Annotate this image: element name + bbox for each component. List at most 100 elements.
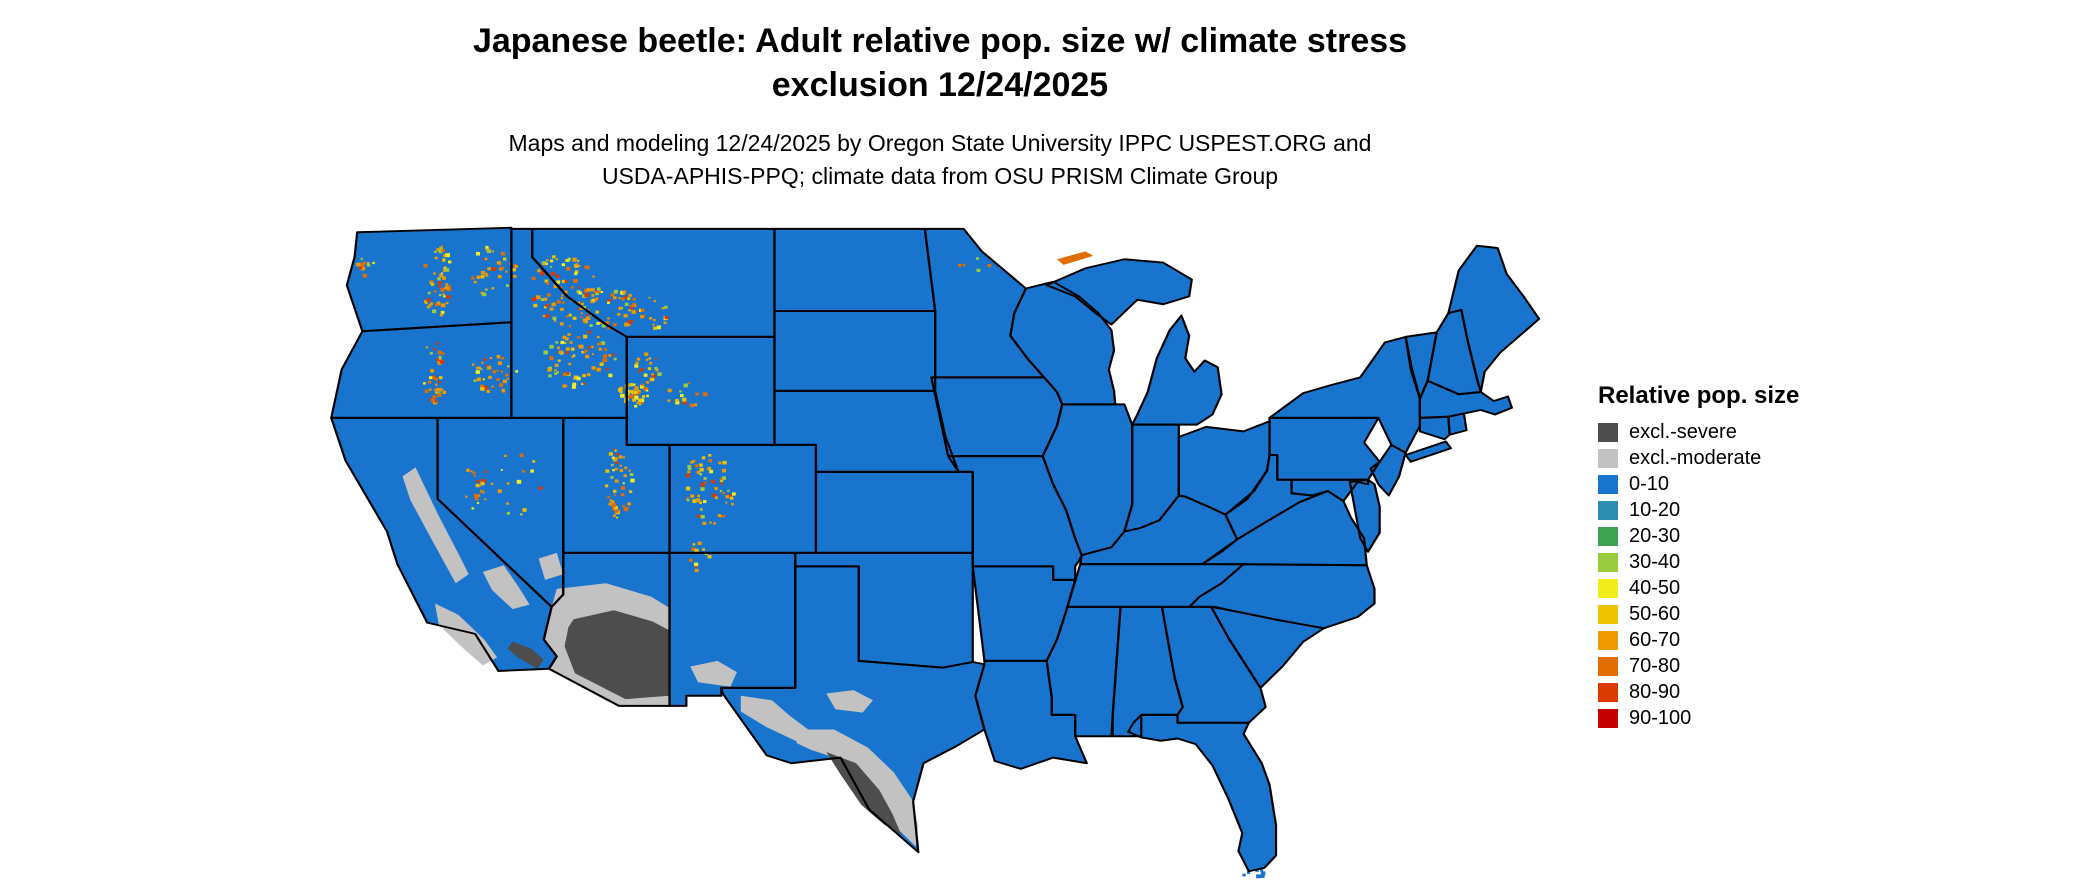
speckle-idaho-central — [585, 354, 590, 359]
state-illinois — [1042, 404, 1133, 556]
speckle-idaho-panhandle — [561, 279, 566, 283]
speckle-wa-cascades — [436, 248, 440, 252]
speckle-colorado-rockies — [700, 482, 705, 487]
speckle-blue-mountains — [483, 358, 487, 361]
speckle-sierra-nevada — [475, 483, 480, 488]
speckle-olympics — [372, 261, 375, 265]
speckle-yellowstone — [631, 389, 635, 393]
speckle-wa-cascades — [426, 298, 431, 302]
speckle-montana-west — [591, 300, 594, 304]
state-kentucky — [1080, 495, 1238, 565]
speckle-idaho-panhandle — [550, 265, 553, 268]
speckle-montana-west — [623, 313, 628, 318]
region-se-california-severe — [507, 641, 544, 669]
speckle-wasatch — [604, 484, 609, 488]
speckle-colorado-rockies — [729, 496, 734, 500]
speckle-wa-northeast — [491, 267, 496, 271]
speckle-wa-cascades — [439, 273, 444, 278]
speckle-colorado-rockies — [708, 459, 713, 463]
speckle-or-cascades — [439, 358, 442, 361]
speckle-wa-northeast — [497, 275, 502, 279]
speckle-wa-cascades — [438, 293, 442, 297]
speckle-idaho-central — [548, 374, 552, 378]
legend-label: 40-50 — [1629, 577, 1681, 599]
speckle-wyoming-ranges — [675, 400, 680, 405]
speckle-montana-west — [613, 323, 617, 327]
speckle-wa-cascades — [431, 309, 437, 314]
speckle-montana-west — [629, 305, 633, 308]
speckle-colorado-rockies — [696, 514, 701, 518]
speckle-wa-cascades — [426, 305, 430, 309]
speckle-idaho-central — [578, 344, 584, 349]
speckle-blue-mountains — [502, 379, 507, 384]
legend-label: 70-80 — [1629, 655, 1681, 677]
speckle-olympics — [362, 273, 368, 278]
speckle-nevada-ranges — [522, 508, 527, 512]
speckle-wyoming-ranges — [667, 399, 671, 402]
state-border-delmarva-peninsula — [1348, 478, 1381, 553]
speckle-colorado-rockies — [722, 492, 726, 495]
speckle-colorado-rockies — [697, 494, 701, 498]
speckle-nevada-ranges — [506, 511, 510, 515]
speckle-montana-central — [640, 308, 645, 312]
speckle-blue-mountains — [489, 357, 492, 360]
speckle-or-cascades — [435, 391, 438, 394]
speckle-montana-west — [601, 324, 606, 328]
map-subtitle: Maps and modeling 12/24/2025 by Oregon S… — [0, 127, 1880, 194]
speckle-yellowstone — [646, 394, 649, 398]
speckle-or-cascades — [432, 395, 437, 399]
state-west-virginia — [1225, 455, 1328, 540]
speckle-wa-northeast — [491, 287, 495, 290]
speckle-idaho-central — [562, 372, 567, 377]
speckle-colorado-rockies — [709, 521, 712, 524]
speckle-idaho-central — [565, 371, 570, 375]
speckle-colorado-rockies — [699, 463, 703, 467]
legend-swatch — [1598, 578, 1618, 598]
speckle-or-cascades — [436, 358, 440, 362]
speckle-blue-mountains — [501, 388, 506, 392]
speckle-montana-central — [661, 306, 665, 310]
state-wisconsin — [1010, 281, 1116, 405]
speckle-montana-west — [577, 301, 581, 305]
speckle-montana-west — [628, 309, 631, 312]
speckle-wyoming-west — [644, 352, 649, 356]
speckle-idaho-central — [567, 333, 571, 336]
speckle-colorado-rockies — [714, 496, 718, 500]
speckle-wyoming-west — [654, 357, 657, 360]
speckle-montana-west — [634, 310, 637, 313]
speckle-idaho-panhandle — [566, 266, 571, 271]
state-border-north-carolina — [1188, 563, 1376, 630]
speckle-or-cascades — [431, 376, 435, 380]
speckle-or-cascades — [430, 369, 435, 373]
map-subtitle-line1: Maps and modeling 12/24/2025 by Oregon S… — [508, 130, 1372, 157]
speckle-or-cascades — [428, 388, 432, 391]
speckle-idaho-central — [588, 346, 591, 349]
speckle-montana-west — [631, 303, 637, 307]
speckle-idaho-panhandle — [577, 264, 581, 268]
speckle-or-cascades — [436, 342, 439, 345]
speckle-montana-west — [628, 319, 633, 324]
speckle-idaho-central — [557, 359, 561, 362]
speckle-wa-cascades — [435, 302, 440, 307]
state-delmarva-peninsula — [1349, 479, 1380, 552]
speckle-colorado-rockies — [717, 514, 722, 517]
speckle-montana-west — [595, 297, 599, 300]
speckle-idaho-central — [586, 373, 591, 377]
speckle-yellowstone — [640, 384, 645, 389]
legend-item-40-50: 40-50 — [1598, 578, 1799, 598]
speckle-wa-cascades — [425, 301, 428, 305]
legend-items: excl.-severe excl.-moderate 0-10 10-20 20-30… — [1598, 422, 1799, 728]
speckle-idaho-panhandle — [531, 297, 537, 302]
legend-label: excl.-moderate — [1629, 447, 1762, 469]
speckle-idaho-panhandle — [586, 314, 589, 317]
speckle-wa-northeast — [484, 257, 488, 261]
speckle-blue-mountains — [506, 377, 509, 380]
speckle-colorado-rockies — [689, 461, 693, 464]
speckle-new-mexico-north — [694, 565, 698, 568]
speckle-wasatch — [630, 478, 635, 483]
speckle-or-cascades — [429, 351, 433, 355]
speckle-wasatch — [620, 486, 626, 490]
speckle-idaho-central — [602, 358, 607, 363]
speckle-montana-west — [596, 287, 601, 291]
speckle-colorado-rockies — [702, 500, 707, 504]
